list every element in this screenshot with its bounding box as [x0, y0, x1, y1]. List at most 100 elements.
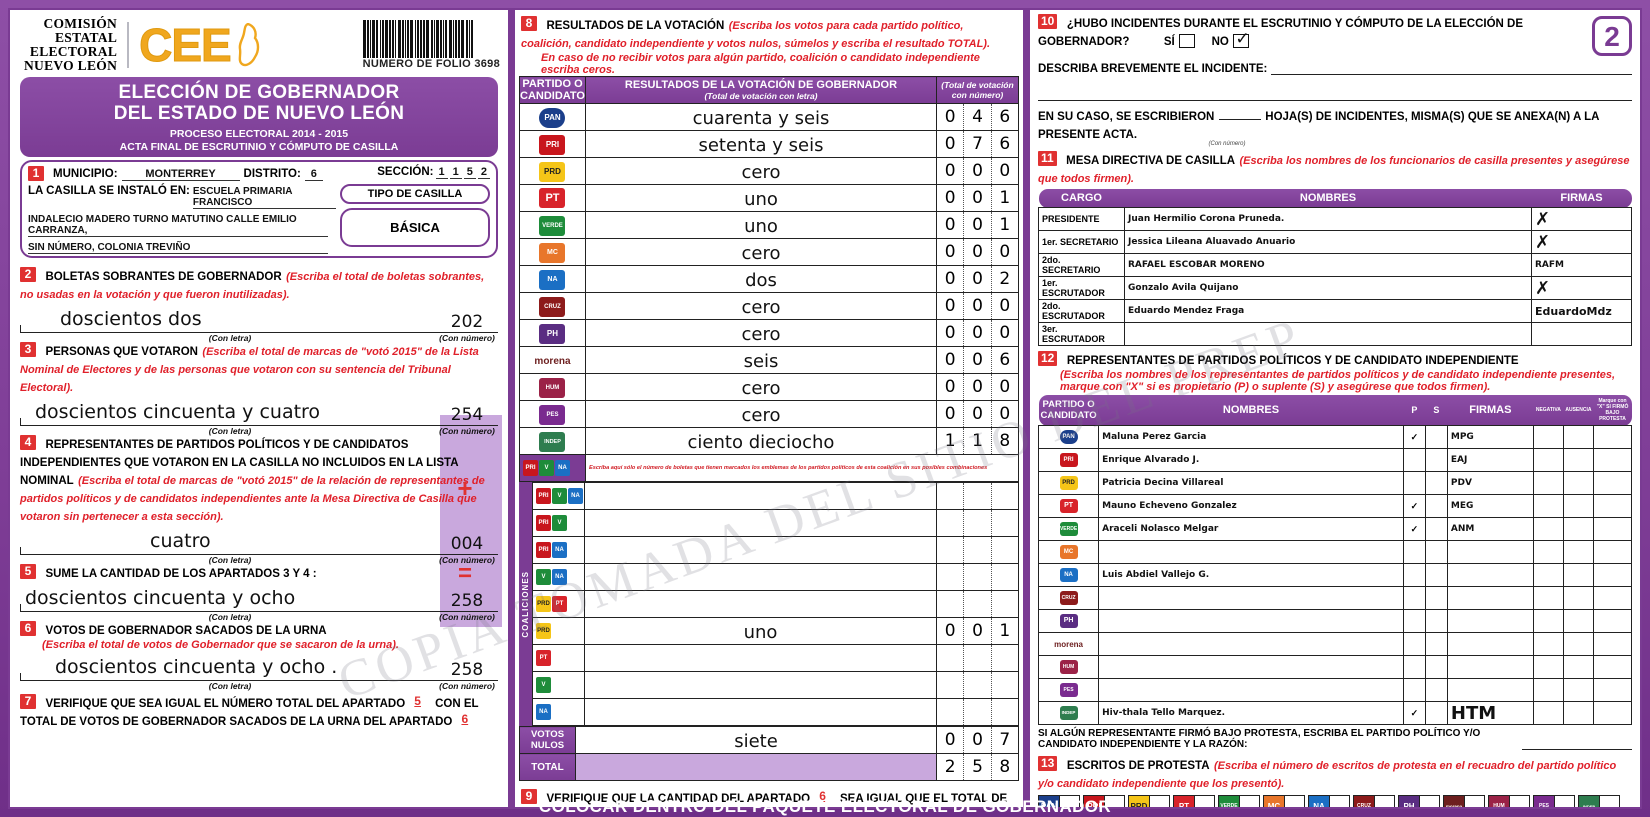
rep-protesta-pan[interactable] [1593, 425, 1632, 449]
protest-box-na[interactable]: NA [1308, 795, 1350, 807]
rep-negativa-cruzada[interactable] [1532, 586, 1564, 610]
rep-protesta-pri[interactable] [1593, 448, 1632, 472]
vote-letters-ph[interactable]: cero [584, 319, 938, 347]
rep-firma-independiente[interactable]: HTM [1446, 701, 1534, 725]
section-3-letra-value[interactable]: doscientos cincuenta y cuatro [35, 401, 321, 423]
seccion-digit-4[interactable]: 2 [477, 166, 490, 179]
rep-nombre-na[interactable]: Luis Abdiel Vallejo G. [1098, 563, 1404, 587]
coalition-letters-6[interactable]: uno [584, 617, 937, 645]
rep-nombre-humanista[interactable] [1098, 655, 1404, 679]
rep-firma-cruzada[interactable] [1446, 586, 1534, 610]
coalition-letters-8[interactable] [584, 671, 937, 699]
firma-2do-escrutador[interactable]: EduardoMdz [1531, 299, 1632, 323]
no-checkbox[interactable] [1233, 29, 1250, 49]
seccion-digit-3[interactable]: 5 [463, 166, 476, 179]
vote-letters-pt[interactable]: uno [584, 184, 938, 212]
rep-firma-ph[interactable] [1446, 609, 1534, 633]
votos-nulos-letras[interactable]: siete [575, 726, 937, 754]
coalition-letters-2[interactable] [584, 509, 937, 537]
vote-letters-morena[interactable]: seis [584, 346, 938, 374]
rep-s-morena[interactable] [1424, 632, 1448, 656]
rep-ausencia-cruzada[interactable] [1562, 586, 1595, 610]
coalition-number-1[interactable] [936, 482, 1019, 510]
rep-firma-morena[interactable] [1446, 632, 1534, 656]
distrito-value[interactable]: 6 [304, 168, 323, 181]
rep-protesta-verde[interactable] [1593, 517, 1632, 541]
rep-nombre-cruzada[interactable] [1098, 586, 1404, 610]
vote-letters-independiente[interactable]: ciento dieciocho [584, 427, 938, 455]
rep-negativa-pes[interactable] [1532, 678, 1564, 702]
rep-firma-pri[interactable]: EAJ [1446, 448, 1534, 472]
rep-nombre-prd[interactable]: Patricia Decina Villareal [1098, 471, 1404, 495]
firma-2do-secretario[interactable]: RAFM [1531, 253, 1632, 277]
rep-ausencia-pes[interactable] [1562, 678, 1595, 702]
section-2-num-digit-2[interactable]: 0 [461, 312, 473, 332]
rep-p-pan[interactable]: ✓ [1402, 425, 1426, 449]
vote-letters-mc[interactable]: cero [584, 238, 938, 266]
protest-box-pri[interactable]: PRI [1083, 795, 1125, 807]
section-4-num-digit-3[interactable]: 4 [472, 534, 484, 554]
coalition-letters-3[interactable] [584, 536, 937, 564]
protest-box-ph[interactable]: PH [1398, 795, 1440, 807]
rep-p-pes[interactable] [1402, 678, 1426, 702]
seccion-digit-2[interactable]: 1 [449, 166, 462, 179]
rep-nombre-pri[interactable]: Enrique Alvarado J. [1098, 448, 1404, 472]
protest-box-verde[interactable]: VERDE [1218, 795, 1260, 807]
rep-s-pri[interactable] [1424, 448, 1448, 472]
section-6-num-digit-2[interactable]: 5 [461, 660, 473, 680]
rep-s-cruzada[interactable] [1424, 586, 1448, 610]
coalition-letters-9[interactable] [584, 698, 937, 726]
rep-s-ph[interactable] [1424, 609, 1448, 633]
coalition-number-4[interactable] [936, 563, 1019, 591]
vote-letters-na[interactable]: dos [584, 265, 938, 293]
rep-ausencia-independiente[interactable] [1562, 701, 1595, 725]
rep-s-na[interactable] [1424, 563, 1448, 587]
si-checkbox[interactable] [1179, 33, 1196, 48]
rep-nombre-pt[interactable]: Mauno Echeveno Gonzalez [1098, 494, 1404, 518]
firma-3er-escrutador[interactable] [1531, 322, 1632, 346]
rep-s-verde[interactable] [1424, 517, 1448, 541]
section-4-num-digit-1[interactable]: 0 [450, 534, 462, 554]
hojas-input[interactable] [1218, 119, 1261, 120]
protest-box-mc[interactable]: MC [1263, 795, 1305, 807]
section-4-letra-value[interactable]: cuatro [150, 530, 211, 552]
describe-input[interactable] [1271, 60, 1632, 75]
rep-protesta-na[interactable] [1593, 563, 1632, 587]
rep-nombre-verde[interactable]: Araceli Nolasco Melgar [1098, 517, 1404, 541]
firma-presidente[interactable]: ✗ [1531, 207, 1632, 231]
rep-s-humanista[interactable] [1424, 655, 1448, 679]
vote-letters-pes[interactable]: cero [584, 400, 938, 428]
rep-firma-mc[interactable] [1446, 540, 1534, 564]
coalition-number-3[interactable] [936, 536, 1019, 564]
rep-p-mc[interactable] [1402, 540, 1426, 564]
vote-letters-humanista[interactable]: cero [584, 373, 938, 401]
rep-s-pes[interactable] [1424, 678, 1448, 702]
rep-p-humanista[interactable] [1402, 655, 1426, 679]
coalition-number-8[interactable] [936, 671, 1019, 699]
rep-s-pt[interactable] [1424, 494, 1448, 518]
rep-nombre-independiente[interactable]: Hiv-thala Tello Marquez. [1098, 701, 1404, 725]
rep-p-independiente[interactable]: ✓ [1402, 701, 1426, 725]
rep-p-cruzada[interactable] [1402, 586, 1426, 610]
section-4-num-digit-2[interactable]: 0 [461, 534, 473, 554]
rep-ausencia-pri[interactable] [1562, 448, 1595, 472]
rep-ausencia-pan[interactable] [1562, 425, 1595, 449]
rep-protesta-ph[interactable] [1593, 609, 1632, 633]
nombre-2do-secretario[interactable]: RAFAEL ESCOBAR MORENO [1124, 253, 1532, 277]
rep-ausencia-na[interactable] [1562, 563, 1595, 587]
coalition-number-2[interactable] [936, 509, 1019, 537]
rep-protesta-humanista[interactable] [1593, 655, 1632, 679]
section-5-num-digit-3[interactable]: 8 [472, 591, 484, 611]
rep-negativa-independiente[interactable] [1532, 701, 1564, 725]
protest-box-cruzada[interactable]: CRUZ [1353, 795, 1395, 807]
section-3-num-digit-3[interactable]: 4 [472, 405, 484, 425]
rep-ausencia-ph[interactable] [1562, 609, 1595, 633]
vote-letters-pri[interactable]: setenta y seis [584, 130, 938, 158]
rep-nombre-morena[interactable] [1098, 632, 1404, 656]
